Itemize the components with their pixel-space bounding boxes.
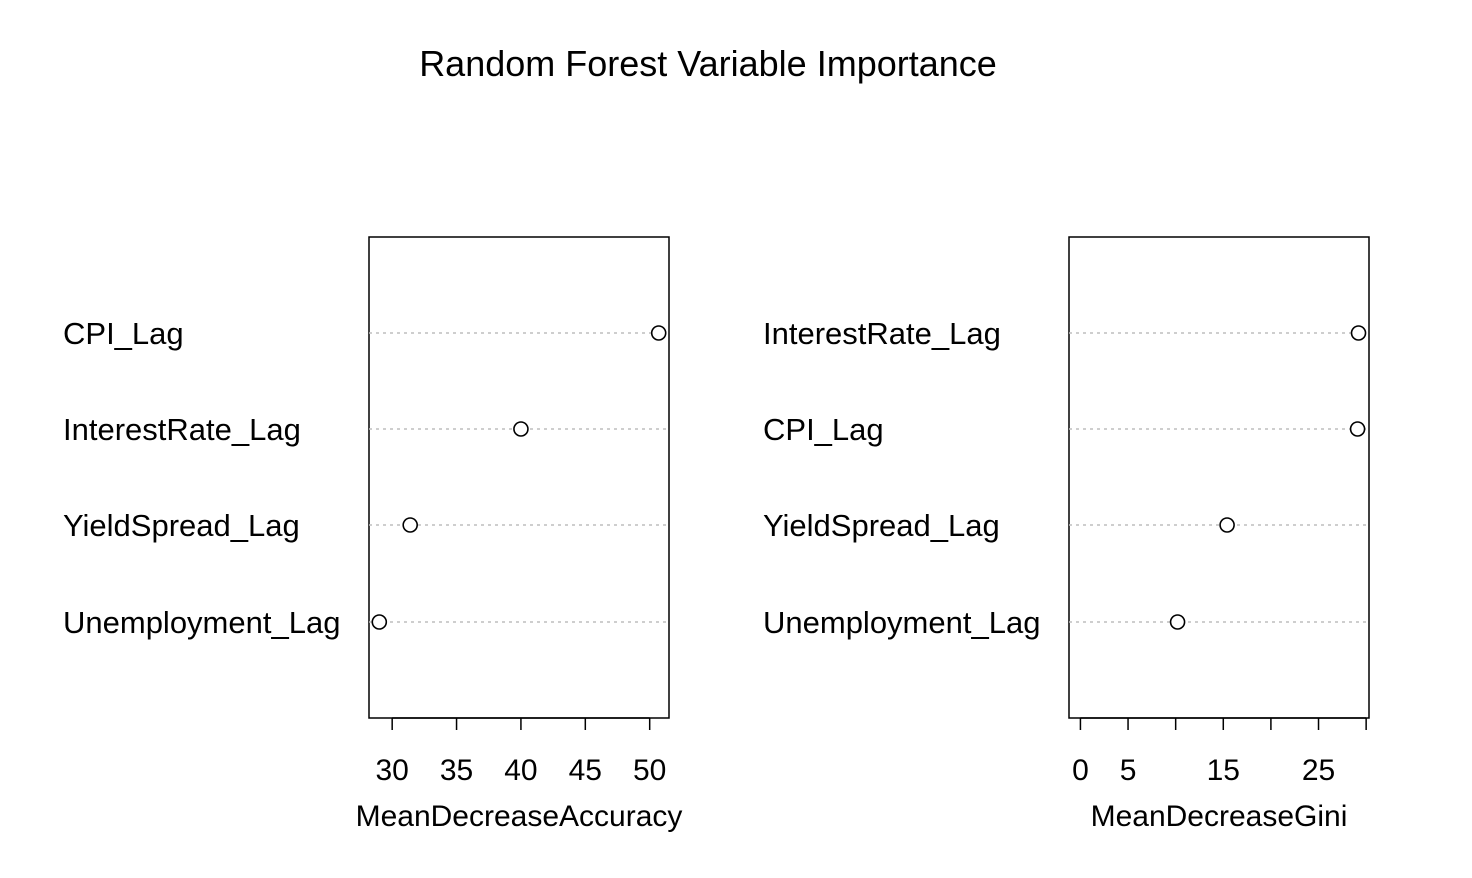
importance-point	[1349, 421, 1366, 437]
panel-mean-decrease-accuracy: CPI_Lag InterestRate_Lag YieldSpread_Lag Un…	[63, 236, 683, 833]
variable-label: InterestRate_Lag	[63, 412, 301, 447]
variable-label: YieldSpread_Lag	[763, 508, 1000, 543]
importance-point	[1169, 614, 1186, 630]
importance-point	[513, 421, 529, 437]
x-tick-label: 40	[504, 754, 537, 787]
x-axis-label: MeanDecreaseAccuracy	[356, 800, 683, 833]
variable-label: InterestRate_Lag	[763, 316, 1001, 351]
x-tick-label: 45	[569, 754, 602, 787]
panel-mean-decrease-gini: InterestRate_Lag CPI_Lag YieldSpread_Lag Un…	[763, 236, 1370, 833]
x-tick-label: 5	[1120, 754, 1137, 787]
chart-title: Random Forest Variable Importance	[419, 43, 997, 84]
importance-point	[650, 325, 667, 341]
variable-label: Unemployment_Lag	[763, 605, 1040, 640]
x-tick-label: 50	[633, 754, 666, 787]
importance-point	[1219, 517, 1235, 533]
importance-point	[371, 614, 388, 630]
x-axis-label: MeanDecreaseGini	[1091, 800, 1348, 833]
importance-point	[1350, 325, 1367, 341]
plot-frame	[368, 236, 670, 719]
plot-frame	[1068, 236, 1370, 719]
x-tick-label: 30	[375, 754, 408, 787]
variable-label: YieldSpread_Lag	[63, 508, 300, 543]
variable-label: CPI_Lag	[63, 316, 184, 351]
variable-label: CPI_Lag	[763, 412, 884, 447]
x-tick-label: 35	[440, 754, 473, 787]
importance-point	[402, 517, 419, 533]
x-tick-label: 15	[1207, 754, 1240, 787]
variable-label: Unemployment_Lag	[63, 605, 340, 640]
x-tick-label: 0	[1072, 754, 1089, 787]
x-tick-label: 25	[1302, 754, 1335, 787]
